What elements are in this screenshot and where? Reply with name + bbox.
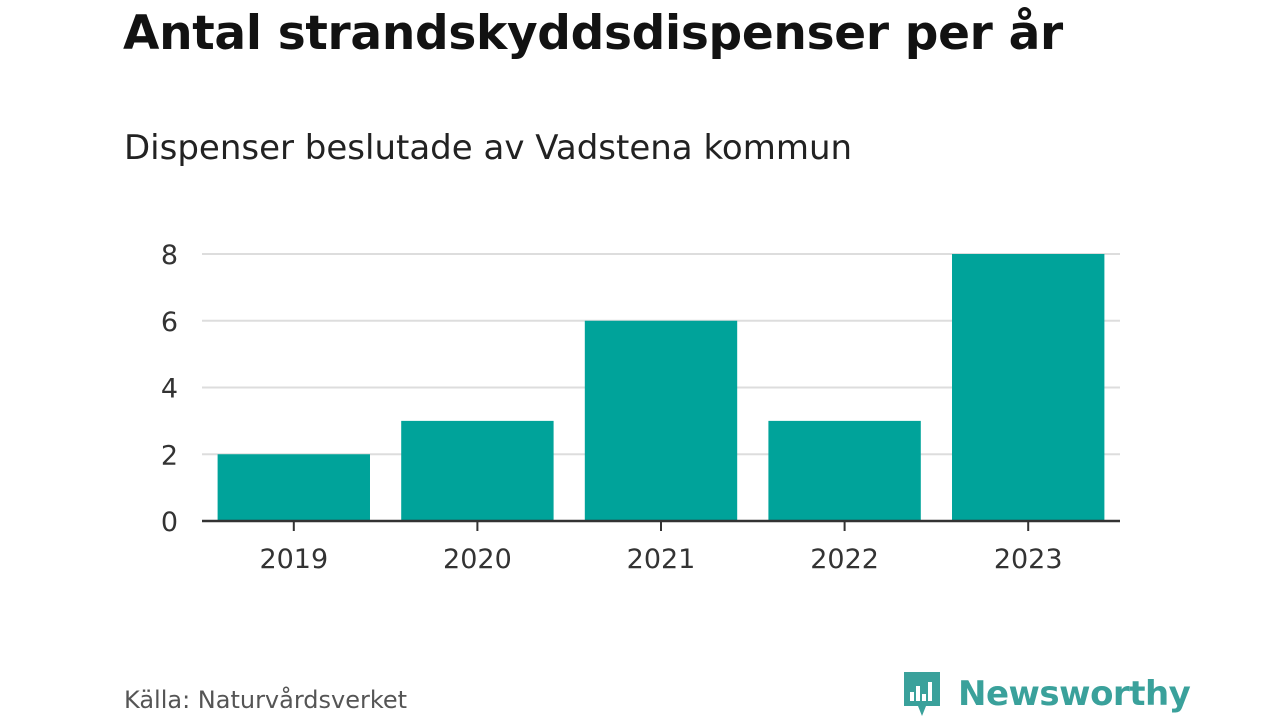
x-tick-label: 2022	[810, 544, 879, 575]
y-tick-label: 8	[161, 240, 178, 271]
chart-subtitle: Dispenser beslutade av Vadstena kommun	[124, 128, 853, 168]
x-tick-label: 2020	[443, 544, 512, 575]
source-note: Källa: Naturvårdsverket	[124, 686, 408, 714]
bar-2019	[217, 454, 370, 521]
y-tick-label: 2	[161, 440, 178, 471]
bar-2021	[584, 320, 738, 521]
bar-2023	[952, 254, 1105, 521]
brand-name: Newsworthy	[958, 674, 1191, 714]
bar-2020	[401, 420, 554, 521]
chart-title: Antal strandskyddsdispenser per år	[123, 6, 1063, 61]
newsworthy-logo-icon	[904, 672, 940, 716]
brand-logo: Newsworthy	[902, 670, 1191, 718]
y-tick-label: 0	[161, 507, 178, 538]
y-tick-label: 6	[161, 307, 178, 338]
y-tick-label: 4	[161, 374, 178, 405]
x-tick-label: 2019	[259, 544, 328, 575]
x-tick-label: 2023	[994, 544, 1063, 575]
bar-2022	[768, 420, 921, 521]
x-tick-label: 2021	[627, 544, 696, 575]
